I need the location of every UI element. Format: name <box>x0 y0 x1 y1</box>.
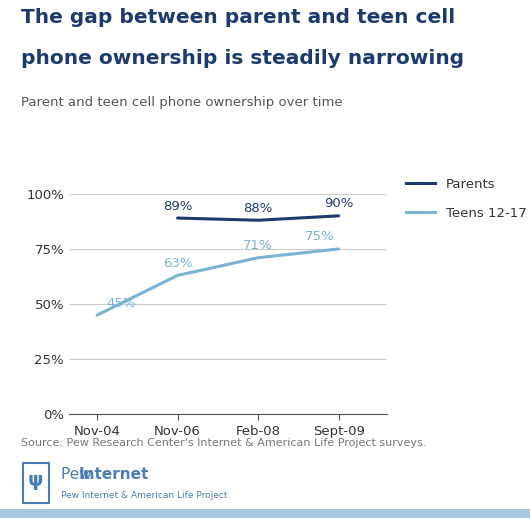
Text: 88%: 88% <box>243 202 273 215</box>
Text: 90%: 90% <box>324 197 354 210</box>
Text: ψ: ψ <box>28 471 43 491</box>
Text: phone ownership is steadily narrowing: phone ownership is steadily narrowing <box>21 49 464 68</box>
Text: 75%: 75% <box>305 231 334 243</box>
Text: Internet: Internet <box>78 467 149 482</box>
Legend: Parents, Teens 12-17: Parents, Teens 12-17 <box>406 178 526 220</box>
Text: 89%: 89% <box>163 199 192 212</box>
Text: 63%: 63% <box>163 257 192 270</box>
Text: Pew Internet & American Life Project: Pew Internet & American Life Project <box>61 491 227 499</box>
FancyBboxPatch shape <box>23 463 49 503</box>
Text: Source: Pew Research Center's Internet & American Life Project surveys.: Source: Pew Research Center's Internet &… <box>21 438 427 448</box>
Text: 45%: 45% <box>107 297 136 310</box>
Text: The gap between parent and teen cell: The gap between parent and teen cell <box>21 8 455 27</box>
Text: Pew: Pew <box>61 467 96 482</box>
Text: Parent and teen cell phone ownership over time: Parent and teen cell phone ownership ove… <box>21 96 343 109</box>
Text: 71%: 71% <box>243 239 273 252</box>
